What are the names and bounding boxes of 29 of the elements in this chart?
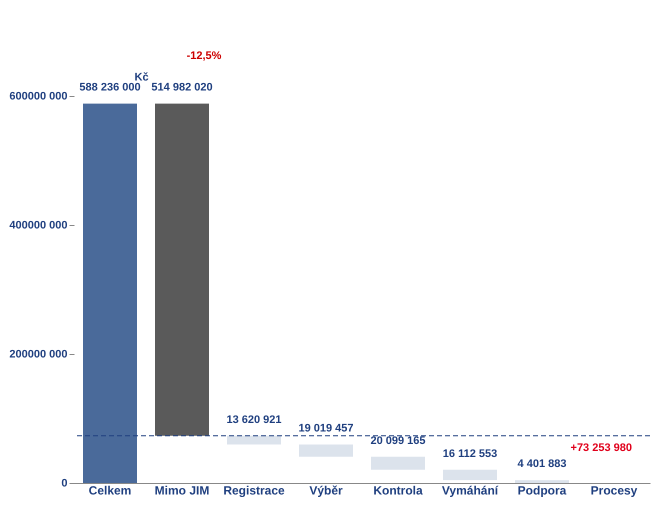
x-tick-label: Mimo JIM	[154, 484, 210, 498]
bar	[299, 444, 353, 457]
data-label: 514 982 020	[151, 82, 213, 94]
data-label: 20 099 165	[370, 434, 426, 447]
x-tick-label: Podpora	[518, 484, 567, 498]
y-tick-label: 400000 000	[9, 220, 68, 232]
y-tick-label: 200000 000	[9, 348, 68, 360]
bar	[227, 436, 281, 445]
data-label: 13 620 921	[226, 414, 282, 426]
bar	[371, 456, 425, 470]
bar	[515, 480, 569, 483]
data-label: 4 401 883	[518, 458, 566, 470]
bar	[155, 104, 209, 436]
y-tick-label: 600000 000	[9, 90, 68, 102]
text: -12,5%	[186, 50, 222, 62]
bar	[83, 104, 137, 483]
y-axis-title: Kč	[134, 72, 149, 84]
x-tick-label: Vymáhání	[442, 484, 499, 498]
bar	[443, 470, 497, 480]
x-tick-label: Celkem	[88, 484, 132, 498]
x-tick-label: Procesy	[590, 484, 638, 498]
y-tick-label: 0	[61, 478, 68, 490]
x-tick-label: Výběr	[309, 484, 343, 498]
data-label: 19 019 457	[298, 422, 354, 435]
data-label: 16 112 553	[442, 448, 498, 460]
x-tick-label: Registrace	[223, 484, 286, 498]
data-label: 588 236 000	[79, 82, 141, 94]
ref-line-label: +73 253 980	[570, 442, 632, 454]
x-tick-label: Kontrola	[373, 484, 423, 498]
